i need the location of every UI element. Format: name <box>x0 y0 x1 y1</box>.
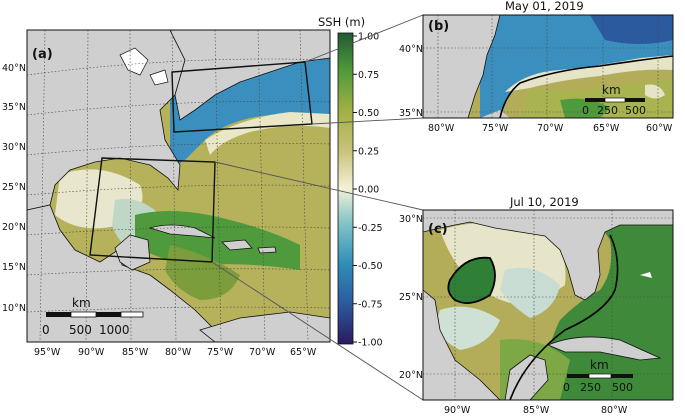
panel-c-label: (c) <box>428 222 448 237</box>
colorbar-tick-label: 0.75 <box>358 70 379 81</box>
colorbar-tick-label: 0.00 <box>358 185 379 196</box>
panel-c-lat-labels: 30°N 25°N 20°N <box>399 214 423 381</box>
scale-tick: 0 <box>42 323 50 337</box>
lon-label: 75°W <box>207 347 234 358</box>
panel-a-label: (a) <box>32 47 53 62</box>
lon-label: 85°W <box>523 405 550 416</box>
panel-b-lon-labels: 80°W 75°W 70°W 65°W 60°W <box>428 123 673 134</box>
lon-label: 60°W <box>646 123 673 134</box>
panel-a-lon-labels: 95°W 90°W 85°W 80°W 75°W 70°W 65°W <box>34 347 317 358</box>
scale-tick: 0 <box>582 104 589 117</box>
scale-title: km <box>602 83 621 97</box>
lat-label: 25°N <box>399 292 423 303</box>
colorbar-scale <box>337 32 354 345</box>
lat-label: 15°N <box>2 262 26 273</box>
lat-label: 25°N <box>2 182 26 193</box>
lat-label: 35°N <box>399 108 423 119</box>
colorbar-tick-label: 0.50 <box>358 108 379 119</box>
panel-a: (a) 40°N 35°N 30°N 25°N 20°N 15°N 10°N 9… <box>2 29 331 358</box>
lon-label: 65°W <box>290 347 317 358</box>
colorbar-ticks: 1.000.750.500.250.00-0.25-0.50-0.75-1.00 <box>353 32 383 349</box>
panel-c-date: Jul 10, 2019 <box>509 195 579 209</box>
panel-a-map <box>27 30 330 342</box>
colorbar-tick-label: 0.25 <box>358 146 379 157</box>
lon-label: 90°W <box>78 347 105 358</box>
lon-label: 70°W <box>249 347 276 358</box>
scale-tick: 250 <box>580 381 601 394</box>
lon-label: 95°W <box>34 347 61 358</box>
panel-c-lon-labels: 90°W 85°W 80°W <box>444 405 628 416</box>
scale-tick: 0 <box>563 381 570 394</box>
panel-c: Jul 10, 2019 <box>399 195 674 416</box>
scale-tick: 1000 <box>99 323 130 337</box>
scale-tick: 250 <box>597 104 618 117</box>
lon-label: 70°W <box>537 123 564 134</box>
lon-label: 85°W <box>122 347 149 358</box>
colorbar-tick-label: -0.75 <box>358 299 383 310</box>
panel-b-scale-bar: km 0 250 500 <box>582 83 646 117</box>
scale-title: km <box>72 296 91 310</box>
lon-label: 75°W <box>482 123 509 134</box>
panel-a-lat-labels: 40°N 35°N 30°N 25°N 20°N 15°N 10°N <box>2 63 26 314</box>
lat-label: 30°N <box>2 142 26 153</box>
panel-b-lat-labels: 40°N 35°N <box>399 44 423 119</box>
panel-b-map <box>423 15 673 118</box>
lat-label: 40°N <box>399 44 423 55</box>
scale-tick: 500 <box>625 104 646 117</box>
lat-label: 20°N <box>399 370 423 381</box>
panel-a-border <box>26 29 331 343</box>
panel-b-date: May 01, 2019 <box>505 0 584 13</box>
lon-label: 80°W <box>428 123 455 134</box>
lat-label: 40°N <box>2 63 26 74</box>
lat-label: 10°N <box>2 303 26 314</box>
scale-tick: 500 <box>612 381 633 394</box>
zoom-connectors <box>211 14 424 401</box>
colorbar-tick-label: -0.25 <box>358 223 383 234</box>
lon-label: 90°W <box>444 405 471 416</box>
panel-b: May 01, 2019 <box>399 0 674 134</box>
lon-label: 80°W <box>601 405 628 416</box>
lon-label: 80°W <box>165 347 192 358</box>
panel-a-scale-bar: km 0 500 1000 <box>42 296 144 337</box>
lat-label: 30°N <box>399 214 423 225</box>
scale-title: km <box>590 358 609 372</box>
panel-c-scale-bar: km 0 250 500 <box>563 358 633 394</box>
lat-label: 20°N <box>2 222 26 233</box>
panel-c-map <box>423 210 673 400</box>
scale-tick: 500 <box>69 323 92 337</box>
colorbar-title: SSH (m) <box>318 15 365 29</box>
panel-b-label: (b) <box>428 19 449 34</box>
colorbar-tick-label: -1.00 <box>358 338 383 349</box>
lat-label: 35°N <box>2 102 26 113</box>
colorbar-tick-label: -0.50 <box>358 261 383 272</box>
lon-label: 65°W <box>593 123 620 134</box>
